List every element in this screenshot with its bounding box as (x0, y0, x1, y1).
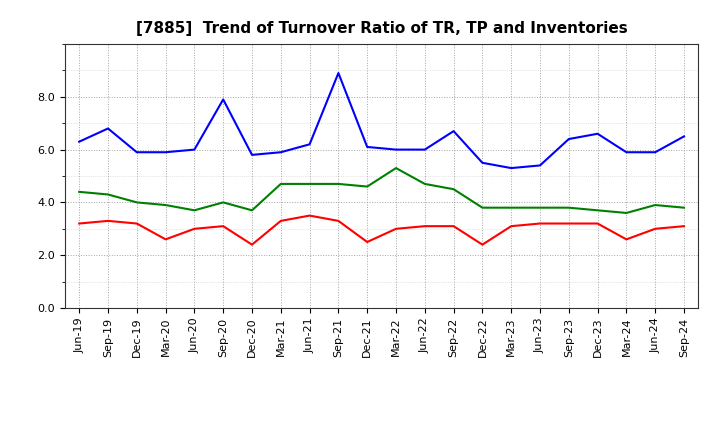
Trade Payables (392, 147, 400, 152)
Trade Receivables (536, 221, 544, 226)
Inventories (305, 181, 314, 187)
Inventories (449, 187, 458, 192)
Trade Payables (622, 150, 631, 155)
Inventories (392, 165, 400, 171)
Trade Payables (190, 147, 199, 152)
Trade Payables (161, 150, 170, 155)
Trade Payables (305, 142, 314, 147)
Trade Receivables (334, 218, 343, 224)
Trade Receivables (248, 242, 256, 247)
Trade Payables (219, 97, 228, 102)
Line: Inventories: Inventories (79, 168, 684, 213)
Trade Receivables (680, 224, 688, 229)
Trade Receivables (190, 226, 199, 231)
Inventories (248, 208, 256, 213)
Inventories (132, 200, 141, 205)
Inventories (219, 200, 228, 205)
Trade Receivables (161, 237, 170, 242)
Trade Payables (75, 139, 84, 144)
Line: Trade Payables: Trade Payables (79, 73, 684, 168)
Trade Receivables (363, 239, 372, 245)
Trade Payables (651, 150, 660, 155)
Trade Receivables (276, 218, 285, 224)
Inventories (622, 210, 631, 216)
Trade Payables (564, 136, 573, 142)
Trade Receivables (449, 224, 458, 229)
Inventories (104, 192, 112, 197)
Trade Payables (536, 163, 544, 168)
Inventories (276, 181, 285, 187)
Trade Receivables (651, 226, 660, 231)
Line: Trade Receivables: Trade Receivables (79, 216, 684, 245)
Trade Payables (363, 144, 372, 150)
Inventories (75, 189, 84, 194)
Trade Payables (132, 150, 141, 155)
Trade Payables (276, 150, 285, 155)
Trade Payables (478, 160, 487, 165)
Inventories (363, 184, 372, 189)
Inventories (536, 205, 544, 210)
Inventories (680, 205, 688, 210)
Trade Receivables (420, 224, 429, 229)
Trade Payables (104, 126, 112, 131)
Trade Payables (680, 134, 688, 139)
Inventories (334, 181, 343, 187)
Trade Receivables (132, 221, 141, 226)
Trade Receivables (219, 224, 228, 229)
Inventories (564, 205, 573, 210)
Trade Receivables (104, 218, 112, 224)
Trade Receivables (478, 242, 487, 247)
Trade Payables (449, 128, 458, 134)
Trade Receivables (305, 213, 314, 218)
Trade Receivables (593, 221, 602, 226)
Inventories (478, 205, 487, 210)
Trade Payables (248, 152, 256, 158)
Trade Receivables (622, 237, 631, 242)
Trade Payables (334, 70, 343, 76)
Trade Payables (593, 131, 602, 136)
Trade Receivables (564, 221, 573, 226)
Trade Payables (420, 147, 429, 152)
Trade Receivables (507, 224, 516, 229)
Inventories (420, 181, 429, 187)
Inventories (593, 208, 602, 213)
Inventories (190, 208, 199, 213)
Title: [7885]  Trend of Turnover Ratio of TR, TP and Inventories: [7885] Trend of Turnover Ratio of TR, TP… (136, 21, 627, 36)
Trade Payables (507, 165, 516, 171)
Inventories (507, 205, 516, 210)
Trade Receivables (75, 221, 84, 226)
Inventories (651, 202, 660, 208)
Trade Receivables (392, 226, 400, 231)
Inventories (161, 202, 170, 208)
